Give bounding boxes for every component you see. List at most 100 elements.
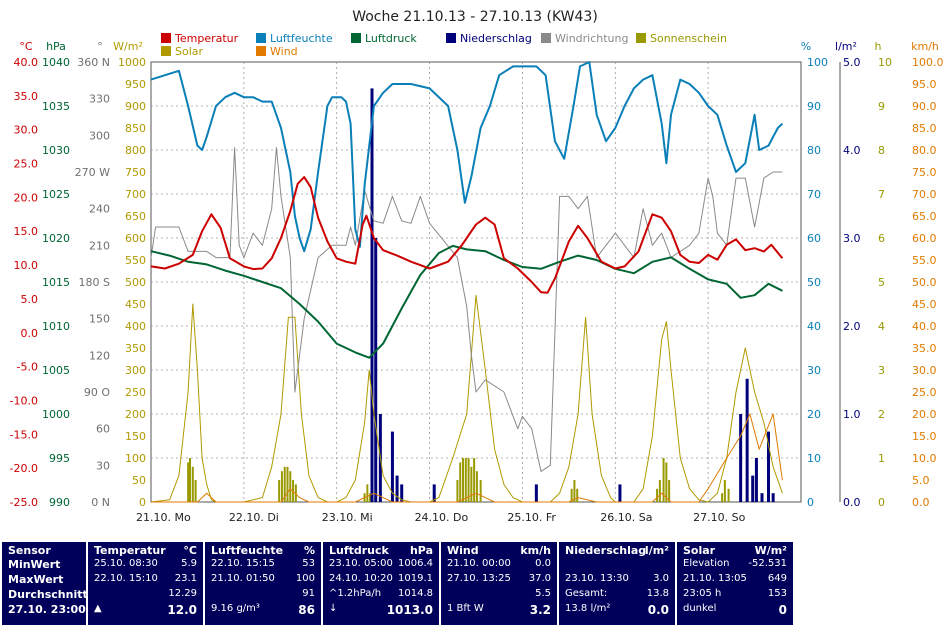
legend-swatch (446, 33, 456, 43)
stat-block-luftfeuchte: Luftfeuchte% 22.10. 15:15 53 21.10. 01:50 10… (205, 542, 321, 625)
x-tick-label: 26.10. Sa (600, 511, 652, 524)
axis-tick-label: 5 (878, 276, 885, 289)
axis-tick-label: 90.0 (912, 100, 937, 113)
rain-bar (760, 493, 764, 502)
stat-block-temperatur: Temperatur °C 25.10. 08:30 5.9 22.10. 15:10 2… (88, 542, 203, 625)
axis-unit-label: % (801, 40, 811, 53)
legend-swatch (256, 46, 266, 56)
axis-unit-label: h (875, 40, 882, 53)
rain-bar (739, 414, 743, 502)
stat-block-unit: W/m² (754, 544, 787, 557)
stat-block-title: Temperatur (94, 544, 166, 557)
stat-row-value: 91 (302, 588, 315, 599)
axis-tick-label: 6 (878, 232, 885, 245)
sensor-row-label: Durchschnitt (8, 588, 88, 601)
axis-tick-label: 995 (49, 452, 70, 465)
axis-tick-label: 550 (125, 254, 146, 267)
axis-tick-label: 500 (125, 276, 146, 289)
axis-tick-label: 100.0 (912, 56, 944, 69)
axis-tick-label: 10.0 (912, 452, 937, 465)
axis-tick-label: 1000 (42, 408, 70, 421)
stat-block-niederschlag: Niederschlag l/m² 23.10. 13:30 3.0 Gesamt: 13… (559, 542, 675, 625)
sunshine-bar (573, 480, 576, 502)
stat-row-value: 649 (767, 573, 787, 584)
axis-tick-label: 200 (125, 408, 146, 421)
stat-block-unit: l/m² (644, 544, 669, 557)
legend-label: Luftdruck (365, 32, 417, 45)
axis-tick-label: 20.0 (14, 191, 39, 204)
bars (187, 88, 775, 503)
axis-tick-label: 25.0 (912, 386, 937, 399)
axis-tick-label: 65.0 (912, 210, 937, 223)
legend-swatch (636, 33, 646, 43)
sunshine-bar (187, 462, 190, 502)
axis-tick-label: 100 (125, 452, 146, 465)
stat-row-value: 1006.4 (398, 558, 433, 569)
axis-tick-label: 30.0 (14, 124, 39, 137)
stat-row-label: Elevation (683, 558, 730, 569)
axis-tick-label: 1040 (42, 56, 70, 69)
series-line-luftfeuchte (150, 61, 784, 253)
legend-swatch (541, 33, 551, 43)
axis-tick-label: 1020 (42, 232, 70, 245)
axis-tick-label: 5.0 (912, 474, 930, 487)
axis-tick-label: 150 (125, 430, 146, 443)
sunshine-bar (369, 493, 372, 502)
stat-row-label: 24.10. 10:20 (329, 573, 393, 584)
axis-unit-label: l/m² (835, 40, 857, 53)
axis-tick-label: 1005 (42, 364, 70, 377)
stat-block-solar: Solar W/m² Elevation -52.531 21.10. 13:05 649… (677, 542, 793, 625)
axis-tick-label: 4 (878, 320, 885, 333)
axis-unit-label: W/m² (113, 40, 143, 53)
sensor-block: Sensor MinWert MaxWert Durchschnitt 27.1… (2, 542, 88, 625)
legend-label: Temperatur (174, 32, 239, 45)
axis-tick-label: 3 (878, 364, 885, 377)
rain-bar (745, 378, 749, 502)
stat-block-luftdruck: Luftdruck hPa 23.10. 05:00 1006.4 24.10. 10:… (323, 542, 439, 625)
sunshine-bar (294, 484, 297, 502)
rain-bar (390, 431, 394, 502)
axis-tick-label: 1030 (42, 144, 70, 157)
stat-row-label: Gesamt: (565, 588, 608, 599)
stat-row-value: 3.0 (653, 573, 669, 584)
legend-swatch (351, 33, 361, 43)
sunshine-bar (656, 488, 659, 502)
stat-row-label: 9.16 g/m³ (211, 603, 260, 614)
axis-tick-label: 750 (125, 166, 146, 179)
legend-label: Luftfeuchte (270, 32, 333, 45)
stat-block-title: Niederschlag (565, 544, 647, 557)
x-tick-label: 22.10. Di (229, 511, 279, 524)
weather-chart: Woche 21.10.13 - 27.10.13 (KW43) Tempera… (10, 9, 944, 524)
stat-block-unit: °C (183, 544, 197, 557)
axis-tick-label: 30.0 (912, 364, 937, 377)
axis-tick-label: -5.0 (17, 361, 38, 374)
axis-tick-label: 120 (89, 349, 110, 362)
stat-row-label: 1 Bft W (447, 603, 484, 614)
stat-row-label: dunkel (683, 603, 717, 614)
legend-swatch (161, 33, 171, 43)
sunshine-bar (479, 480, 482, 502)
sensor-row-label: 27.10. 23:00 (8, 603, 86, 616)
axis-tick-label: 300 (125, 364, 146, 377)
axis-tick-label: 55.0 (912, 254, 937, 267)
stat-row-value: 153 (767, 588, 787, 599)
stat-row-label: 25.10. 08:30 (94, 558, 158, 569)
stat-block-wind: Wind km/h 21.10. 00:00 0.0 27.10. 13:25 37.0 5… (441, 542, 557, 625)
axis-tick-label: 8 (878, 144, 885, 157)
stat-row-value: 5.9 (181, 558, 197, 569)
x-tick-label: 24.10. Do (415, 511, 469, 524)
legend-label: Wind (270, 45, 298, 58)
axis-tick-label: 1010 (42, 320, 70, 333)
axis-tick-label: 3.0 (843, 232, 861, 245)
stat-row-label: 23.10. 05:00 (329, 558, 393, 569)
legend-label: Windrichtung (555, 32, 628, 45)
sunshine-bar (456, 480, 459, 502)
axis-tick-label: 0.0 (21, 327, 39, 340)
sunshine-bar (467, 458, 470, 502)
axis-tick-label: 900 (125, 100, 146, 113)
sensor-header: Sensor (8, 544, 51, 557)
axis-tick-label: 990 (49, 496, 70, 509)
series-lines (150, 61, 784, 503)
axis-tick-label: 35.0 (14, 90, 39, 103)
sunshine-bar (723, 480, 726, 502)
